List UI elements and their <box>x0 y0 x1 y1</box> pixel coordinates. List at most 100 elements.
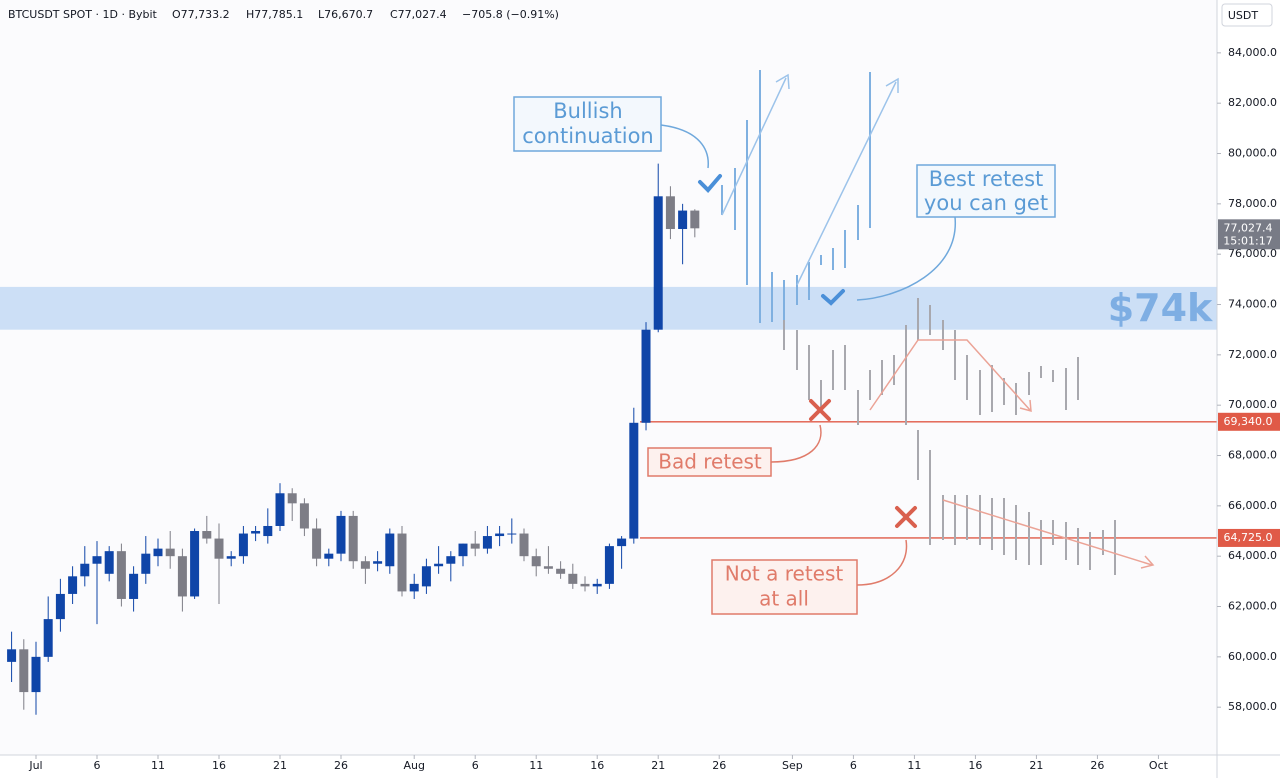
candle-body <box>202 531 212 539</box>
x-tick-label: 21 <box>1029 759 1043 772</box>
candle-body <box>556 568 566 574</box>
candle-body <box>568 573 578 584</box>
candle-body <box>116 551 126 599</box>
candle-body <box>92 556 102 564</box>
marks <box>698 174 917 528</box>
y-tick-label: 74,000.0 <box>1228 298 1277 311</box>
candle-body <box>653 196 663 330</box>
ohlc-close: C77,027.4 <box>390 8 447 21</box>
y-tick-label: 64,000.0 <box>1228 549 1277 562</box>
candle-body <box>141 553 151 574</box>
y-tick-label: 84,000.0 <box>1228 46 1277 59</box>
y-tick-label: 70,000.0 <box>1228 398 1277 411</box>
candle-body <box>214 538 224 559</box>
symbol: BTCUSDT SPOT · 1D · Bybit <box>8 8 158 21</box>
candle-body <box>458 543 468 557</box>
candle-body <box>580 583 590 587</box>
x-tick-label: Sep <box>782 759 803 772</box>
annotation-boxes <box>513 96 1056 615</box>
candle-body <box>360 561 370 569</box>
candle-body <box>409 583 419 592</box>
zone-layer: $74k <box>0 286 1217 539</box>
candle-body <box>324 553 334 559</box>
candle-body <box>312 528 322 559</box>
candle-body <box>470 543 480 549</box>
ohlc-low: L76,670.7 <box>318 8 373 21</box>
y-tick-label: 76,000.0 <box>1228 247 1277 260</box>
last-price-label: 77,027.4 <box>1224 221 1273 234</box>
time-axis <box>0 755 1280 778</box>
y-tick-label: 66,000.0 <box>1228 499 1277 512</box>
price-axis <box>1217 0 1280 778</box>
x-tick-label: 16 <box>968 759 982 772</box>
candle-body <box>165 548 175 557</box>
header: BTCUSDT SPOT · 1D · Bybit O77,733.2 H77,… <box>8 8 559 21</box>
level-tag <box>1218 412 1280 431</box>
candle-body <box>373 561 383 564</box>
candle-body <box>385 533 395 567</box>
ohlc-high: H77,785.1 <box>246 8 303 21</box>
x-tick-label: Oct <box>1149 759 1169 772</box>
candle-body <box>80 563 90 577</box>
level-tag-label: 69,340.0 <box>1224 415 1273 428</box>
x-tick-label: 11 <box>151 759 165 772</box>
candle-body <box>31 656 41 693</box>
x-tick-label: 26 <box>712 759 726 772</box>
candle-body <box>287 493 297 504</box>
candle-body <box>43 619 53 657</box>
ohlc-open: O77,733.2 <box>172 8 230 21</box>
candle-body <box>190 531 200 597</box>
candle-body <box>348 515 358 562</box>
countdown: 15:01:17 <box>1223 234 1272 247</box>
candle-body <box>7 649 17 662</box>
candle-body <box>397 533 407 592</box>
currency: USDT <box>1228 9 1259 22</box>
currency-box <box>1221 3 1273 27</box>
candle-body <box>629 422 639 539</box>
annotation: Bad retest <box>658 450 762 474</box>
candle-body <box>604 546 614 584</box>
annotation: Best retest <box>929 167 1044 191</box>
y-tick-label: 78,000.0 <box>1228 197 1277 210</box>
x-tick-label: 6 <box>472 759 479 772</box>
y-tick-label: 68,000.0 <box>1228 449 1277 462</box>
candle-body <box>690 210 700 229</box>
candle-body <box>68 576 78 594</box>
y-tick-label: 58,000.0 <box>1228 700 1277 713</box>
candle-body <box>592 583 602 587</box>
y-tick-label: 60,000.0 <box>1228 650 1277 663</box>
candle-body <box>421 566 431 587</box>
annotation: Bullish <box>553 99 622 123</box>
candle-body <box>507 533 517 535</box>
level-tag <box>1218 528 1280 547</box>
x-tick-label: 11 <box>529 759 543 772</box>
x-tick-label: 21 <box>651 759 665 772</box>
x-tick-label: Aug <box>403 759 424 772</box>
zone <box>0 286 1217 330</box>
candle-body <box>446 556 456 564</box>
zone-label: $74k <box>1108 286 1213 330</box>
candle-body <box>19 649 29 693</box>
y-tick-label: 80,000.0 <box>1228 147 1277 160</box>
last-price-tag <box>1218 219 1280 250</box>
candle-body <box>336 515 346 554</box>
y-tick-label: 82,000.0 <box>1228 96 1277 109</box>
candle-body <box>482 536 492 549</box>
annotation: at all <box>759 587 809 611</box>
x-tick-label: 11 <box>907 759 921 772</box>
annotation: you can get <box>924 191 1048 215</box>
candle-body <box>104 551 114 574</box>
candle-body <box>617 538 627 547</box>
arrows <box>660 73 1155 586</box>
change: −705.8 (−0.91%) <box>462 8 559 21</box>
y-tick-label: 62,000.0 <box>1228 600 1277 613</box>
candle-body <box>238 533 248 557</box>
level-tag-label: 64,725.0 <box>1224 531 1273 544</box>
bullish-projection <box>721 70 871 323</box>
x-tick-label: Jul <box>28 759 42 772</box>
annotation: continuation <box>522 124 654 148</box>
candle-layer <box>7 163 700 715</box>
candle-body <box>678 210 688 230</box>
candle-body <box>299 503 309 529</box>
annotation: Not a retest <box>725 562 844 586</box>
